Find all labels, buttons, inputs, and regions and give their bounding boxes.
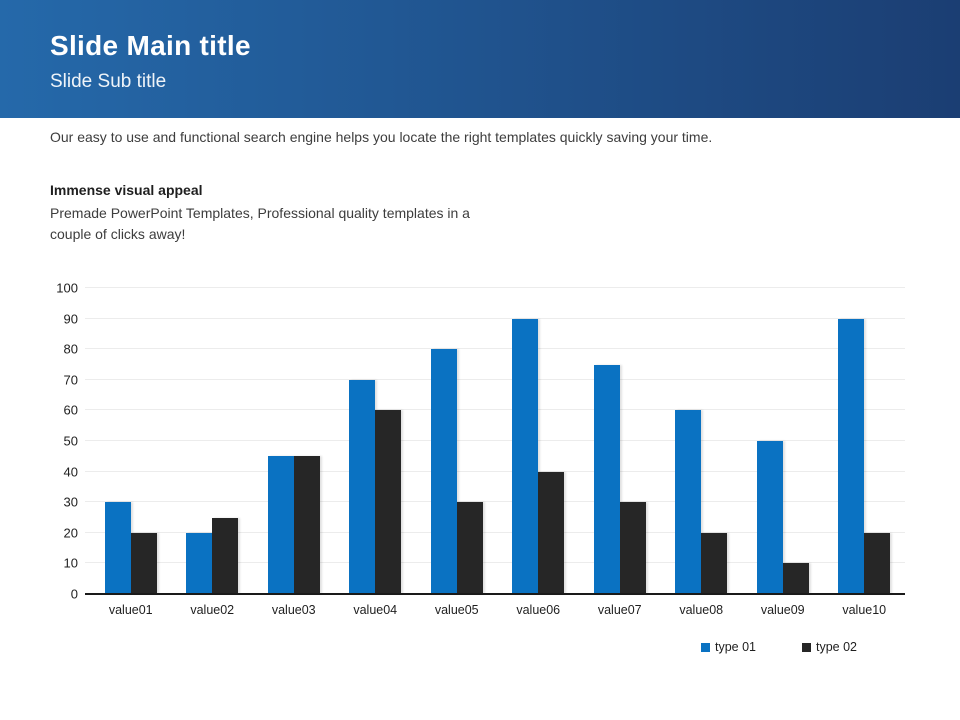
y-tick-label-10: 10 [63, 555, 78, 571]
x-tick-label-value01: value01 [108, 603, 153, 617]
chart-x-axis-line [85, 593, 905, 595]
bar-type-01-value03 [267, 456, 294, 594]
bar-group-value05 [416, 288, 498, 594]
y-tick-label-50: 50 [63, 433, 78, 449]
intro-text: Our easy to use and functional search en… [50, 129, 713, 145]
bar-group-value10 [824, 288, 906, 594]
x-tick-label-value07: value07 [597, 603, 642, 617]
chart-gridlines [85, 287, 905, 594]
gridline-90 [85, 317, 905, 319]
bar-type-01-value04 [349, 379, 376, 594]
x-tick-label-value04: value04 [353, 603, 398, 617]
bar-type-01-value01 [104, 502, 131, 594]
chart-x-axis-labels: value01 value02 value03 value04 value05 value… [90, 603, 905, 617]
y-tick-label-60: 60 [63, 402, 78, 418]
gridline-50 [85, 440, 905, 441]
slide-subtitle: Slide Sub title [50, 71, 167, 92]
x-tick-label-value02: value02 [190, 603, 235, 617]
legend-swatch-icon [801, 642, 811, 652]
y-tick-label-40: 40 [63, 464, 78, 480]
x-tick-label-value08: value08 [679, 603, 724, 617]
x-tick-label-value06: value06 [516, 603, 561, 617]
bar-chart: 0 10 20 30 40 50 60 70 80 90 100 value01 value02 val… [56, 281, 905, 654]
bar-type-01-value05 [430, 349, 457, 594]
legend-item-type-02: type 02 [801, 640, 857, 654]
y-tick-label-90: 90 [63, 311, 78, 327]
y-tick-label-30: 30 [63, 494, 78, 510]
chart-legend: type 01 type 02 [700, 640, 857, 654]
bar-group-value08 [661, 288, 743, 594]
bar-type-01-value10 [838, 318, 865, 594]
bar-group-value02 [172, 288, 254, 594]
gridline-70 [85, 378, 905, 380]
feature-heading: Immense visual appeal [50, 182, 203, 198]
bar-type-01-value08 [675, 410, 702, 594]
legend-label: type 01 [714, 640, 756, 654]
y-tick-label-100: 100 [56, 280, 78, 296]
gridline-40 [85, 470, 905, 472]
gridline-10 [85, 562, 905, 564]
y-tick-label-70: 70 [63, 372, 78, 388]
gridline-30 [85, 501, 905, 503]
chart-plot-area [90, 288, 905, 594]
bar-type-01-value06 [512, 318, 539, 594]
bar-type-02-value05 [456, 502, 483, 594]
legend-label: type 02 [815, 640, 857, 654]
bar-type-02-value01 [130, 532, 157, 594]
legend-swatch-icon [700, 642, 710, 652]
bar-group-value03 [253, 288, 335, 594]
x-tick-label-value05: value05 [434, 603, 479, 617]
y-tick-label-80: 80 [63, 341, 78, 357]
x-tick-label-value10: value10 [842, 603, 887, 617]
bar-type-01-value02 [186, 532, 213, 594]
bar-type-02-value03 [293, 456, 320, 594]
bar-group-value07 [579, 288, 661, 594]
gridline-80 [85, 348, 905, 350]
feature-description: Premade PowerPoint Templates, Profession… [50, 205, 470, 242]
bar-group-value06 [498, 288, 580, 594]
bar-type-02-value02 [212, 517, 239, 594]
slide-title: Slide Main title [50, 30, 251, 61]
bar-type-01-value09 [756, 441, 783, 594]
gridline-20 [85, 531, 905, 533]
bar-group-value09 [742, 288, 824, 594]
bar-type-02-value10 [864, 532, 891, 594]
bar-type-02-value04 [375, 410, 402, 594]
bar-type-02-value06 [538, 471, 565, 594]
slide-header: Slide Main title Slide Sub title [0, 0, 960, 118]
bar-type-01-value07 [593, 364, 620, 594]
bar-type-02-value07 [619, 502, 646, 594]
gridline-100 [85, 287, 905, 288]
legend-item-type-01: type 01 [700, 640, 756, 654]
y-tick-label-20: 20 [63, 525, 78, 541]
x-tick-label-value03: value03 [271, 603, 316, 617]
x-tick-label-value09: value09 [760, 603, 805, 617]
bar-type-02-value08 [701, 532, 728, 594]
bar-group-value01 [90, 288, 172, 594]
bar-group-value04 [335, 288, 417, 594]
y-tick-label-0: 0 [70, 586, 78, 602]
gridline-60 [85, 409, 905, 411]
chart-y-axis: 0 10 20 30 40 50 60 70 80 90 100 [56, 281, 905, 602]
bar-type-02-value09 [782, 563, 809, 594]
